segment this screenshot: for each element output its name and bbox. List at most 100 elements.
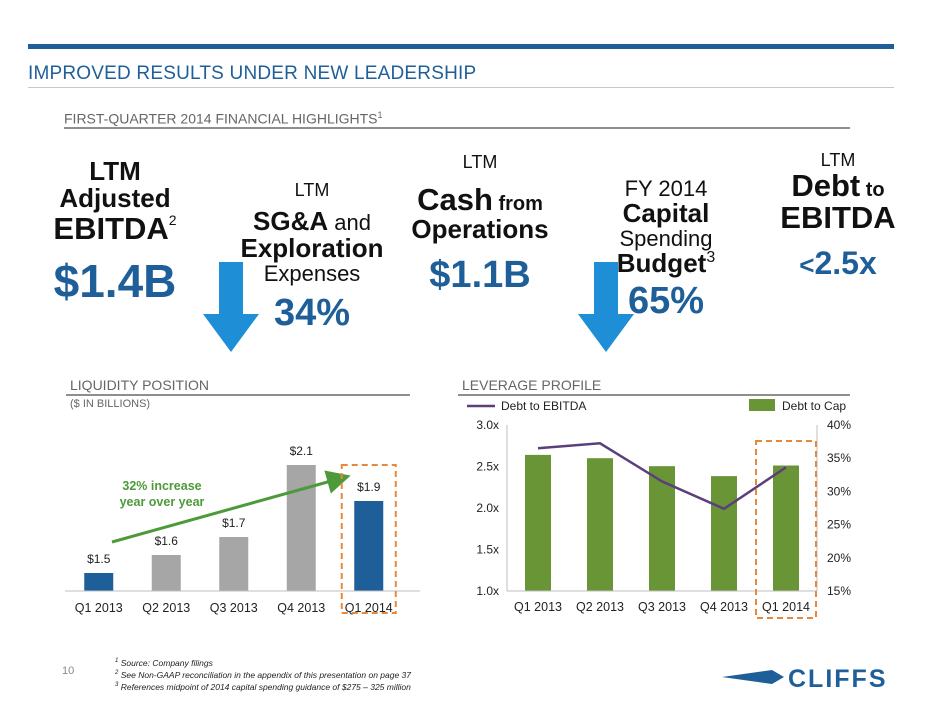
- logo-swoosh-icon: [722, 670, 784, 684]
- liquidity-bar: [286, 465, 316, 591]
- footnote-1-text: Source: Company filings: [120, 658, 213, 668]
- leverage-chart: Debt to EBITDA Debt to Cap 1.0x 1.5x 2.0x 2…: [467, 399, 851, 619]
- kpi-ebitda-line2: Adjusted: [59, 183, 171, 214]
- footnote-1-marker: 1: [115, 658, 119, 665]
- kpi-sga-line2: SG&A and: [222, 205, 402, 236]
- down-arrow-icon: [578, 262, 634, 352]
- kpi-sga-label: SG&A: [253, 205, 329, 236]
- logo-wordmark: CLIFFS: [788, 665, 888, 692]
- footnotes: 1 Source: Company filings 2 See Non-GAAP…: [115, 658, 535, 692]
- liquidity-category-label: Q1 2013: [75, 601, 123, 615]
- liquidity-chart: $1.5 $1.6 $1.7 $2.1 $1.9 Q1 2013 Q2 2013 Q3 20…: [65, 444, 420, 615]
- kpi-ebitda-line3: EBITDA2: [40, 210, 190, 246]
- kpi-sga-line3: Exploration: [240, 233, 384, 264]
- kpi-sga-exploration: LTM SG&A and Exploration Expenses 34%: [222, 181, 402, 333]
- liquidity-bar: [151, 555, 181, 591]
- liquidity-bar: [219, 537, 249, 591]
- kpi-debt-value-row: <2.5x: [768, 244, 908, 281]
- leverage-category-label: Q1 2014: [762, 600, 810, 614]
- kpi-debt-line2: Debt to: [768, 167, 908, 203]
- footnote-2: 2 See Non-GAAP reconciliation in the app…: [115, 670, 535, 680]
- kpi-debt-connector: to: [860, 178, 885, 201]
- debt-to-cap-bar: [649, 466, 675, 591]
- subtitle-divider: [64, 127, 850, 129]
- liquidity-highlight-box: [340, 464, 397, 614]
- kpi-capital-spending: FY 2014 Capital Spending Budget3 65%: [596, 177, 736, 322]
- kpi-ebitda-line1: LTM: [89, 156, 141, 186]
- kpi-sga-connector: and: [328, 209, 371, 235]
- subtitle-text: FIRST-QUARTER 2014 FINANCIAL HIGHLIGHTS: [64, 110, 378, 127]
- kpi-capex-value: 65%: [627, 279, 705, 322]
- growth-trend-arrow: [111, 470, 351, 544]
- footnote-3-text: References midpoint of 2014 capital spen…: [120, 682, 411, 692]
- page-number: 10: [62, 665, 75, 677]
- kpi-capex-line4: Budget3: [596, 248, 736, 279]
- growth-annotation-line2: year over year: [120, 495, 205, 509]
- leverage-category-label: Q1 2013: [514, 600, 562, 614]
- liquidity-label: LIQUIDITY POSITION: [70, 377, 209, 393]
- page-title: IMPROVED RESULTS UNDER NEW LEADERSHIP: [28, 63, 477, 84]
- liquidity-value-label: $2.1: [290, 444, 314, 458]
- liquidity-category-label: Q3 2013: [210, 601, 258, 615]
- leverage-left-tick: 1.5x: [476, 543, 499, 557]
- footnote-2-marker: 2: [115, 670, 119, 677]
- kpi-cash-line1: LTM: [462, 152, 498, 172]
- kpi-debt-line1: LTM: [820, 150, 856, 170]
- liquidity-sublabel: ($ IN BILLIONS): [70, 398, 151, 410]
- leverage-left-tick: 3.0x: [476, 418, 499, 432]
- liquidity-category-label: Q1 2014: [345, 601, 393, 615]
- leverage-category-label: Q2 2013: [576, 600, 624, 614]
- liquidity-bar: [354, 501, 384, 591]
- kpi-ebitda-value: $1.4B: [53, 255, 177, 308]
- legend-debt-cap: Debt to Cap: [782, 399, 846, 413]
- debt-to-cap-bar: [525, 454, 551, 591]
- kpi-debt-line3: EBITDA: [780, 200, 896, 236]
- kpi-sga-line4: Expenses: [263, 261, 361, 287]
- liquidity-value-label: $1.7: [222, 516, 246, 530]
- liquidity-category-label: Q4 2013: [277, 601, 325, 615]
- footnote-3-marker: 3: [115, 682, 119, 689]
- leverage-right-tick: 35%: [827, 451, 851, 465]
- section-subtitle: FIRST-QUARTER 2014 FINANCIAL HIGHLIGHTS1: [64, 110, 383, 127]
- kpi-ebitda-label: EBITDA: [53, 210, 169, 246]
- growth-annotation-line1: 32% increase: [122, 479, 201, 493]
- leverage-left-tick: 1.0x: [476, 584, 499, 598]
- legend-bar-swatch: [749, 399, 775, 411]
- leverage-category-label: Q4 2013: [700, 600, 748, 614]
- down-arrow-icon: [203, 262, 259, 352]
- leverage-highlight-box: [755, 440, 817, 619]
- kpi-capex-line3: Spending: [619, 226, 713, 252]
- kpi-debt-label: Debt: [791, 167, 861, 203]
- leverage-right-tick: 40%: [827, 418, 851, 432]
- kpi-sga-line1: LTM: [294, 180, 330, 200]
- debt-to-ebitda-line: [537, 442, 787, 511]
- leverage-right-tick: 15%: [827, 584, 851, 598]
- subtitle-footnote-marker: 1: [377, 110, 383, 120]
- kpi-cash-label: Cash: [417, 181, 493, 217]
- kpi-cash-from-operations: LTM Cash from Operations $1.1B: [405, 153, 555, 296]
- kpi-capex-footnote-marker: 3: [706, 249, 716, 267]
- liquidity-bar: [84, 573, 114, 591]
- kpi-cash-connector: from: [492, 192, 543, 215]
- leverage-right-tick: 20%: [827, 551, 851, 565]
- kpi-debt-value: 2.5x: [814, 244, 877, 281]
- debt-to-cap-bar: [773, 465, 799, 591]
- kpi-sga-value: 34%: [273, 291, 351, 334]
- footnote-3: 3 References midpoint of 2014 capital sp…: [115, 682, 535, 692]
- top-accent-bar: [28, 44, 894, 49]
- leverage-category-label: Q3 2013: [638, 600, 686, 614]
- liquidity-value-label: $1.9: [357, 480, 381, 494]
- kpi-ebitda-footnote-marker: 2: [168, 211, 177, 228]
- kpi-capex-line1: FY 2014: [624, 176, 708, 201]
- kpi-cash-line3: Operations: [411, 214, 549, 245]
- kpi-adjusted-ebitda: LTM Adjusted EBITDA2 $1.4B: [40, 156, 190, 308]
- kpi-debt-to-ebitda: LTM Debt to EBITDA <2.5x: [768, 151, 908, 281]
- kpi-cash-value: $1.1B: [429, 253, 531, 296]
- liquidity-category-label: Q2 2013: [142, 601, 190, 615]
- kpi-capex-line2: Capital: [622, 198, 710, 229]
- liquidity-divider: [66, 394, 410, 396]
- kpi-capex-label: Budget: [616, 248, 707, 279]
- legend-debt-ebitda: Debt to EBITDA: [501, 399, 586, 413]
- leverage-label: LEVERAGE PROFILE: [462, 377, 602, 393]
- cliffs-logo: CLIFFS: [722, 665, 888, 692]
